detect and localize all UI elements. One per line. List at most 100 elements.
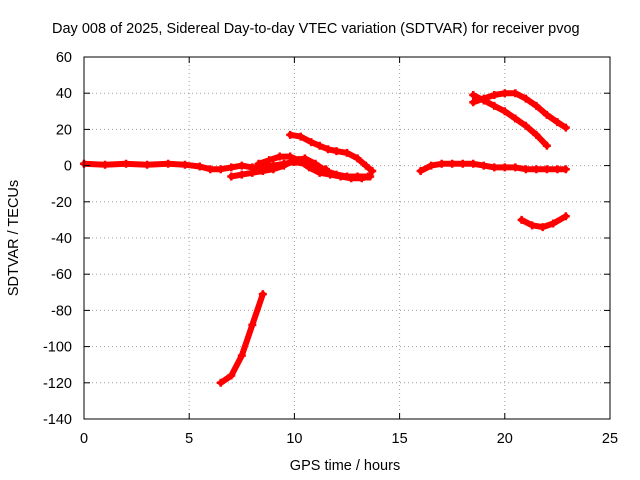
y-axis-ticks: -140 -120 -100 -80 -60 -40 -20 0 20 40 60 [43, 50, 610, 428]
data-point [343, 148, 351, 157]
data-point [511, 89, 520, 98]
x-tick-label: 10 [286, 431, 302, 447]
chart-title: Day 008 of 2025, Sidereal Day-to-day VTE… [52, 21, 580, 37]
data-point [490, 91, 499, 100]
data-point [521, 121, 530, 130]
data-point [101, 160, 110, 169]
series-arc-9 [517, 212, 570, 232]
data-point [469, 98, 478, 107]
data-point [315, 141, 324, 150]
data-point [296, 132, 305, 141]
y-tick-label: -140 [43, 412, 72, 428]
data-point [469, 91, 478, 100]
data-point [216, 165, 225, 174]
data-point [265, 156, 274, 165]
data-point [227, 172, 236, 181]
data-point [227, 163, 236, 172]
data-point [324, 145, 333, 154]
y-tick-label: -120 [43, 376, 72, 392]
data-point [500, 107, 509, 116]
data-point [528, 221, 537, 230]
x-axis-ticks: 0 5 10 15 20 25 [80, 57, 618, 447]
data-point [368, 167, 377, 176]
data-point [361, 161, 370, 170]
y-tick-label: -20 [51, 195, 72, 211]
data-point [258, 290, 267, 299]
data-point [216, 378, 225, 387]
data-point [237, 351, 246, 360]
data-point [275, 152, 284, 161]
data-point [122, 159, 131, 168]
data-point [532, 130, 541, 139]
series-arc-6 [416, 159, 570, 176]
data-point [532, 101, 541, 110]
data-point [469, 159, 478, 168]
series-arc-3 [254, 152, 375, 183]
x-tick-label: 0 [80, 431, 88, 447]
data-point [248, 320, 257, 329]
data-point [326, 170, 335, 179]
data-point [305, 163, 314, 172]
data-point [347, 174, 356, 183]
series-line [287, 131, 376, 174]
x-tick-label: 25 [602, 431, 618, 447]
data-point [561, 123, 570, 132]
data-point [143, 160, 152, 169]
data-point [315, 168, 324, 177]
x-tick-label: 20 [497, 431, 513, 447]
x-tick-label: 5 [185, 431, 193, 447]
data-point [353, 154, 362, 163]
series-arc-5 [216, 290, 267, 387]
series-arc-8 [469, 91, 551, 150]
data-point [357, 174, 366, 183]
data-point [532, 165, 541, 174]
data-point [511, 163, 520, 172]
data-point [437, 159, 446, 168]
data-point [479, 96, 488, 105]
y-tick-label: -80 [51, 303, 72, 319]
grid-lines [84, 57, 610, 419]
data-point [490, 101, 499, 110]
y-tick-label: 20 [56, 122, 72, 138]
data-point [248, 168, 257, 177]
data-point [294, 156, 303, 165]
data-point [258, 167, 267, 176]
data-point [164, 159, 173, 168]
data-point [521, 165, 530, 174]
data-point [561, 165, 570, 174]
data-point [195, 162, 204, 171]
data-point [549, 219, 558, 228]
y-axis-label: SDTVAR / TECUs [6, 180, 22, 296]
data-point [542, 141, 551, 150]
data-point [553, 118, 562, 127]
data-point [521, 94, 530, 103]
data-point [538, 223, 547, 232]
data-point [269, 165, 278, 174]
data-point [307, 138, 316, 147]
series-line [470, 90, 569, 131]
data-point [286, 152, 295, 161]
data-point [479, 161, 488, 170]
data-point [237, 161, 246, 170]
data-point [206, 165, 215, 174]
data-point [336, 172, 345, 181]
y-tick-label: -40 [51, 231, 72, 247]
y-tick-label: 40 [56, 86, 72, 102]
data-point [254, 159, 263, 168]
data-point [490, 163, 499, 172]
data-point [279, 161, 288, 170]
data-point [286, 130, 295, 139]
y-tick-label: -60 [51, 267, 72, 283]
series-arc-4 [286, 130, 377, 176]
data-point [227, 371, 236, 380]
data-point [416, 167, 425, 176]
data-point [542, 110, 551, 119]
data-point [500, 89, 509, 98]
data-point [427, 161, 436, 170]
data-point [561, 212, 570, 221]
x-tick-label: 15 [392, 431, 408, 447]
data-point [448, 159, 457, 168]
data-point [511, 114, 520, 123]
